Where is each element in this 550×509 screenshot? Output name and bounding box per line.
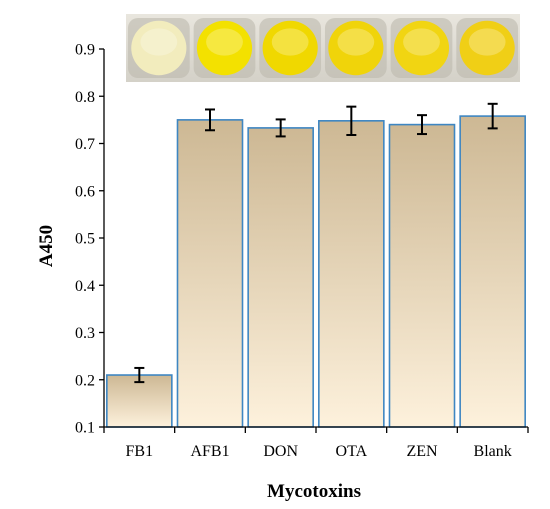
well-highlight: [403, 28, 440, 56]
x-tick-label: FB1: [126, 443, 154, 460]
y-tick-label: 0.5: [75, 231, 95, 248]
x-tick-label: DON: [263, 443, 298, 460]
bars-group: [106, 115, 526, 428]
well-highlight: [337, 28, 375, 56]
y-tick-label: 0.2: [75, 372, 95, 389]
well-highlight: [271, 28, 309, 56]
well-don: [262, 20, 318, 76]
well-highlight: [468, 28, 506, 56]
x-tick-label: AFB1: [190, 443, 229, 460]
bar-fb1: [106, 374, 173, 428]
bar-ota: [318, 120, 385, 428]
y-tick-label: 0.8: [75, 89, 95, 106]
well-zen: [393, 20, 450, 76]
x-tick-label: Blank: [474, 443, 512, 460]
y-tick-label: 0.1: [75, 420, 95, 437]
well-highlight: [206, 28, 243, 56]
y-tick-label: 0.6: [75, 183, 95, 200]
y-tick-label: 0.9: [75, 42, 95, 59]
x-tick-label: OTA: [336, 443, 368, 460]
bar-don: [247, 127, 314, 428]
well-highlight: [140, 28, 178, 56]
well-blank: [459, 20, 515, 76]
plate-background: [126, 14, 520, 82]
well-fb1: [131, 20, 187, 76]
error-bars-group: [134, 102, 498, 384]
x-axis-title: Mycotoxins: [267, 481, 361, 502]
y-tick-label: 0.7: [75, 136, 95, 153]
well-ota: [328, 20, 384, 76]
y-axis-title: A450: [36, 225, 57, 267]
bar-zen: [388, 123, 456, 428]
well-afb1: [196, 20, 253, 76]
x-tick-label: ZEN: [406, 443, 438, 460]
y-tick-label: 0.3: [75, 325, 95, 342]
well-plate-photo: [126, 14, 520, 82]
y-tick-label: 0.4: [75, 278, 95, 295]
bar-blank: [459, 115, 526, 428]
axes-group: FB1 AFB1 DON OTA ZEN Blank 0.1 0.2 0.3 0.4 0.5 0.6 0…: [75, 42, 529, 460]
bar-afb1: [176, 119, 244, 428]
